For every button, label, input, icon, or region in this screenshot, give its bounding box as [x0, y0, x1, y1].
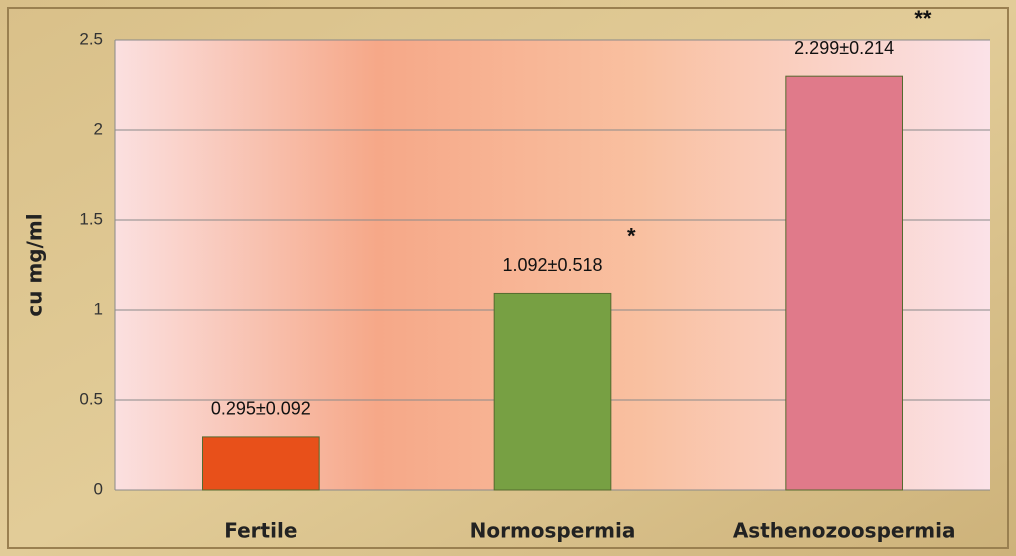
value-label: 2.299±0.214 [794, 38, 894, 58]
annotation: ** [914, 6, 932, 31]
x-tick-label: Normospermia [470, 519, 636, 543]
y-tick-label: 0 [94, 479, 103, 498]
bar [202, 436, 320, 491]
y-tick-label: 1.5 [79, 209, 103, 228]
y-axis-label: cu mg/ml [23, 213, 47, 316]
x-tick-label: Fertile [224, 519, 297, 543]
y-tick-label: 2 [94, 119, 103, 138]
bar [785, 75, 903, 491]
y-tick-label: 2.5 [79, 29, 103, 48]
y-tick-label: 1 [94, 299, 103, 318]
x-tick-label: Asthenozoospermia [733, 519, 956, 543]
value-label: 0.295±0.092 [211, 399, 311, 419]
bar [493, 292, 612, 491]
y-tick-label: 0.5 [79, 389, 103, 408]
frame-border [7, 7, 1009, 549]
value-label: 1.092±0.518 [503, 255, 603, 275]
annotation: * [627, 223, 636, 248]
